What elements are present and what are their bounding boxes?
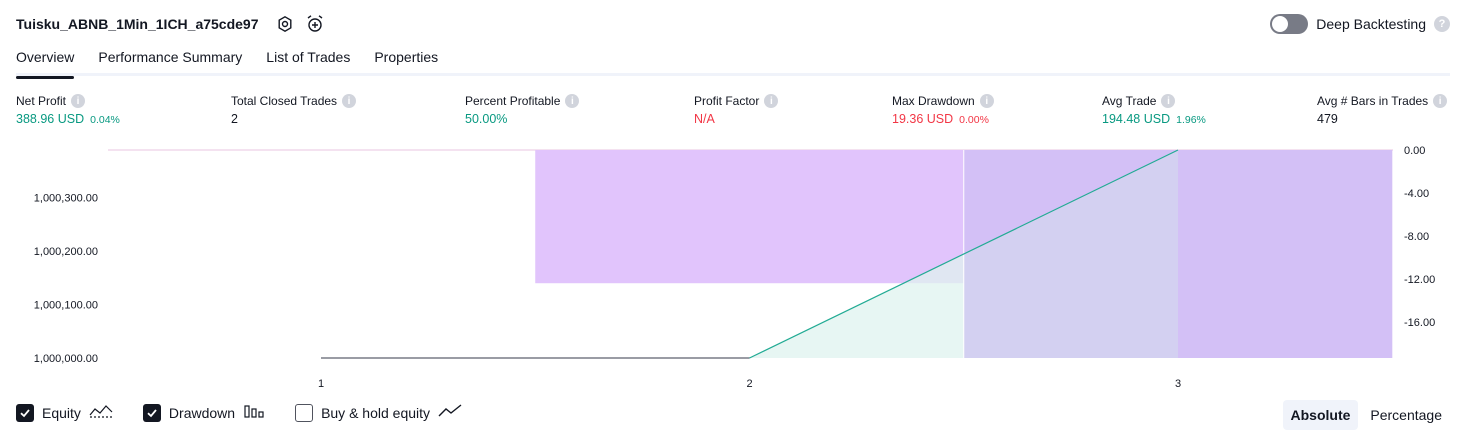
legend-label: Buy & hold equity <box>321 404 431 421</box>
metric-percent-profitable: Percent Profitable i 50.00% <box>465 92 580 126</box>
help-icon[interactable]: ? <box>1434 16 1450 32</box>
legend-equity[interactable]: Equity <box>16 403 113 422</box>
y-right-tick-label: -12.00 <box>1404 274 1435 286</box>
buy-hold-checkbox[interactable] <box>295 403 314 422</box>
metric-max-drawdown: Max Drawdown i 19.36 USD 0.00% <box>892 92 994 126</box>
chart-legend: Equity Drawdown Buy & hold equity <box>16 403 462 422</box>
settings-icon[interactable] <box>275 14 295 34</box>
y-right-tick-label: -8.00 <box>1404 231 1429 243</box>
info-icon[interactable]: i <box>764 94 779 108</box>
info-icon[interactable]: i <box>979 94 994 108</box>
metric-label: Percent Profitable <box>465 94 561 108</box>
metric-profit-factor: Profit Factor i N/A <box>694 92 779 126</box>
y-right-tick-label: -4.00 <box>1404 188 1429 200</box>
drawdown-bar-1 <box>535 150 964 284</box>
deep-backtesting: Deep Backtesting ? <box>1270 14 1450 34</box>
legend-drawdown[interactable]: Drawdown <box>142 403 265 422</box>
metric-label: Profit Factor <box>694 94 760 108</box>
metric-value: 479 <box>1317 112 1338 126</box>
legend-buy-hold[interactable]: Buy & hold equity <box>295 403 462 422</box>
tab-list-of-trades[interactable]: List of Trades <box>266 49 351 65</box>
metric-label: Max Drawdown <box>892 94 975 108</box>
info-icon[interactable]: i <box>342 94 357 108</box>
equity-line <box>749 149 1179 359</box>
metric-percent: 1.96% <box>1176 114 1206 126</box>
metric-percent: 0.00% <box>959 114 989 126</box>
metric-value: 388.96 USD <box>16 112 85 126</box>
alarm-add-icon[interactable] <box>305 14 325 34</box>
equity-checkbox[interactable] <box>16 403 34 422</box>
buy-hold-line-icon <box>438 403 462 422</box>
y-right-tick-label: 0.00 <box>1404 145 1425 157</box>
legend-label: Drawdown <box>168 404 236 421</box>
metric-total-closed-trades: Total Closed Trades i 2 <box>231 92 357 126</box>
x-tick-label: 3 <box>1175 378 1181 390</box>
x-tick-label: 1 <box>318 378 324 390</box>
drawdown-overlap <box>963 150 1393 358</box>
metric-label: Avg # Bars in Trades <box>1317 94 1429 108</box>
legend-label: Equity <box>42 404 81 421</box>
drawdown-checkbox[interactable] <box>142 403 161 422</box>
info-icon[interactable]: i <box>71 94 86 108</box>
tab-performance-summary[interactable]: Performance Summary <box>98 49 243 65</box>
metric-label: Total Closed Trades <box>231 94 338 108</box>
y-left-tick-label: 1,000,300.00 <box>34 193 98 205</box>
equity-chart[interactable]: 1,000,000.00 1,000,100.00 1,000,200.00 1,00… <box>0 140 1466 400</box>
absolute-button[interactable]: Absolute <box>1282 400 1359 430</box>
drawdown-bars-icon <box>243 403 265 422</box>
strategy-title: Tuisku_ABNB_1Min_1ICH_a75cde97 <box>16 16 259 32</box>
deep-backtesting-toggle[interactable] <box>1270 14 1309 34</box>
equity-line-icon <box>89 403 113 422</box>
y-left-tick-label: 1,000,000.00 <box>34 353 98 365</box>
info-icon[interactable]: i <box>1161 94 1176 108</box>
metrics-row: Net Profit i 388.96 USD 0.04% Total Closed… <box>16 92 1450 132</box>
info-icon[interactable]: i <box>565 94 580 108</box>
metric-value: 194.48 USD <box>1102 112 1171 126</box>
tab-properties[interactable]: Properties <box>374 49 439 65</box>
metric-value: N/A <box>694 112 715 126</box>
y-left-tick-label: 1,000,100.00 <box>34 300 98 312</box>
metric-value: 19.36 USD <box>892 112 954 126</box>
metric-value: 2 <box>231 112 238 126</box>
metric-value: 50.00% <box>465 112 508 126</box>
metric-avg-trade: Avg Trade i 194.48 USD 1.96% <box>1102 92 1206 126</box>
metric-percent: 0.04% <box>90 114 120 126</box>
y-left-tick-label: 1,000,200.00 <box>34 246 98 258</box>
deep-backtesting-label: Deep Backtesting <box>1316 16 1426 32</box>
report-tabs: Overview Performance Summary List of Tra… <box>16 46 1450 79</box>
strategy-header: Tuisku_ABNB_1Min_1ICH_a75cde97 <box>16 12 325 36</box>
y-right-tick-label: -16.00 <box>1404 317 1435 329</box>
info-icon[interactable]: i <box>1433 94 1448 108</box>
metric-avg-bars-in-trades: Avg # Bars in Trades i 479 <box>1317 92 1448 126</box>
metric-label: Avg Trade <box>1102 94 1157 108</box>
metric-label: Net Profit <box>16 94 67 108</box>
tab-overview[interactable]: Overview <box>16 46 75 79</box>
x-tick-label: 2 <box>746 378 752 390</box>
percentage-button[interactable]: Percentage <box>1370 407 1442 423</box>
value-mode-switch: Absolute Percentage <box>1282 400 1451 430</box>
metric-net-profit: Net Profit i 388.96 USD 0.04% <box>16 92 120 126</box>
